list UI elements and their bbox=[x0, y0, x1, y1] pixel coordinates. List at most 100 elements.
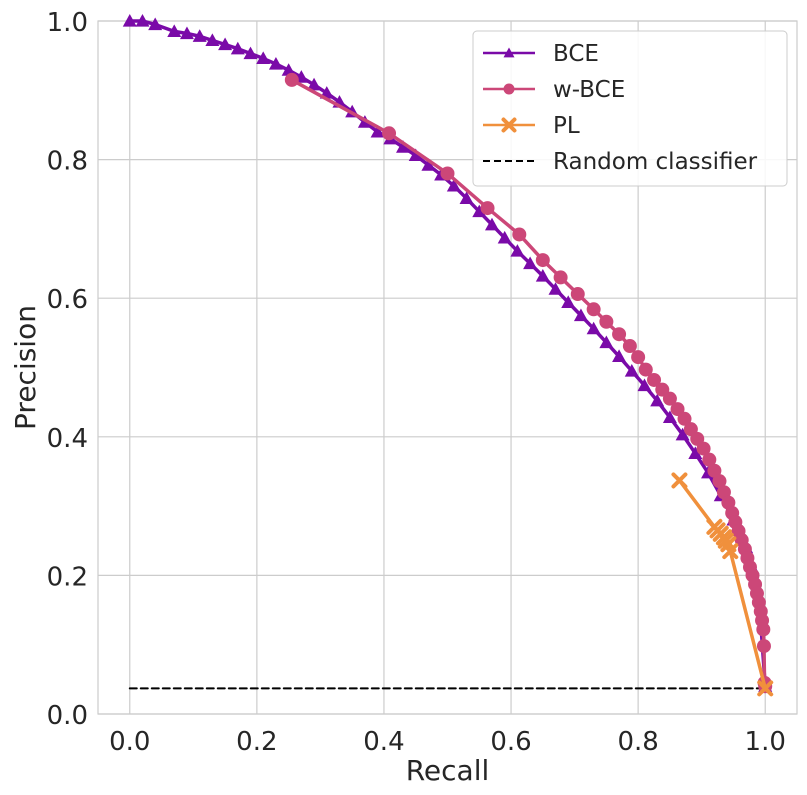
legend-label-pl: PL bbox=[553, 113, 580, 139]
series-pl bbox=[671, 472, 774, 697]
point-bce bbox=[370, 124, 385, 138]
point-bce bbox=[243, 46, 258, 60]
legend-item-bce: BCE bbox=[483, 41, 599, 67]
point-bce bbox=[408, 148, 423, 162]
point-bce bbox=[307, 77, 322, 91]
tick-labels: 0.0 0.2 0.4 0.6 0.8 1.0 0.0 0.2 0.4 0.6 0.8 1.0 bbox=[47, 8, 786, 757]
point-bce bbox=[650, 393, 665, 407]
line-bce bbox=[128, 19, 767, 689]
point-w-bce bbox=[712, 474, 727, 489]
legend-item-pl: PL bbox=[483, 113, 580, 139]
point-w-bce bbox=[612, 327, 627, 342]
point-w-bce bbox=[670, 402, 685, 417]
point-bce bbox=[446, 178, 461, 192]
legend-marker-bce bbox=[503, 47, 515, 58]
legend-marker-w-bce bbox=[503, 83, 515, 95]
point-w-bce bbox=[284, 72, 299, 87]
point-bce bbox=[268, 56, 283, 70]
point-bce bbox=[459, 191, 474, 205]
point-w-bce bbox=[570, 287, 585, 302]
x-tick-label: 0.2 bbox=[236, 727, 277, 757]
x-tick-label: 0.8 bbox=[617, 727, 658, 757]
point-bce bbox=[662, 410, 677, 423]
legend-item-w-bce: w-BCE bbox=[483, 77, 625, 103]
point-w-bce bbox=[586, 302, 601, 317]
point-w-bce bbox=[702, 452, 717, 467]
point-w-bce bbox=[647, 372, 662, 387]
point-pl bbox=[757, 680, 774, 697]
point-w-bce bbox=[638, 362, 653, 377]
point-w-bce bbox=[756, 622, 771, 637]
point-w-bce bbox=[599, 314, 614, 329]
x-axis-label: Recall bbox=[406, 754, 490, 787]
point-w-bce bbox=[696, 441, 711, 456]
y-tick-label: 0.4 bbox=[47, 424, 88, 454]
legend-label-w-bce: w-BCE bbox=[553, 77, 625, 103]
point-bce bbox=[148, 17, 163, 31]
point-w-bce bbox=[512, 227, 527, 242]
point-bce bbox=[472, 204, 487, 218]
point-w-bce bbox=[535, 253, 550, 268]
point-bce bbox=[586, 321, 601, 335]
point-pl bbox=[671, 472, 688, 489]
legend-label-random-classifier: Random classifier bbox=[553, 149, 758, 175]
point-bce bbox=[548, 282, 563, 295]
series-layer bbox=[122, 14, 774, 697]
point-bce bbox=[484, 217, 499, 231]
point-w-bce bbox=[756, 639, 771, 654]
point-bce bbox=[523, 256, 538, 270]
point-bce bbox=[561, 295, 576, 308]
point-w-bce bbox=[631, 350, 646, 365]
point-bce bbox=[535, 269, 550, 282]
legend-item-random-classifier: Random classifier bbox=[483, 149, 758, 175]
x-tick-label: 0.6 bbox=[490, 727, 531, 757]
point-bce bbox=[396, 140, 411, 153]
y-tick-label: 0.0 bbox=[47, 701, 88, 731]
point-bce bbox=[612, 349, 627, 363]
point-w-bce bbox=[440, 166, 455, 181]
x-tick-label: 1.0 bbox=[745, 727, 786, 757]
legend-box bbox=[472, 30, 788, 187]
point-w-bce bbox=[677, 411, 692, 426]
point-bce bbox=[230, 41, 245, 55]
x-tick-label: 0.0 bbox=[109, 727, 150, 757]
point-w-bce bbox=[382, 126, 397, 141]
point-bce bbox=[192, 29, 207, 42]
point-bce bbox=[179, 26, 194, 40]
point-bce bbox=[510, 244, 525, 257]
point-bce bbox=[497, 230, 512, 244]
point-bce bbox=[281, 63, 296, 76]
point-bce bbox=[122, 14, 137, 27]
y-tick-label: 0.2 bbox=[47, 562, 88, 592]
point-bce bbox=[599, 335, 614, 349]
plot-frame bbox=[97, 20, 798, 715]
point-w-bce bbox=[622, 339, 637, 354]
point-bce bbox=[688, 446, 703, 460]
point-bce bbox=[675, 427, 690, 441]
point-bce bbox=[637, 378, 652, 392]
point-bce bbox=[421, 158, 436, 171]
legend-marker-pl bbox=[501, 117, 517, 133]
point-bce bbox=[624, 363, 639, 377]
point-bce bbox=[573, 308, 588, 322]
y-tick-label: 1.0 bbox=[47, 8, 88, 38]
legend: BCE w-BCE PL Random classifier bbox=[472, 30, 788, 187]
point-w-bce bbox=[707, 463, 722, 478]
point-bce bbox=[205, 33, 220, 47]
legend-label-bce: BCE bbox=[553, 41, 599, 67]
legend-items: BCE w-BCE PL Random classifier bbox=[483, 41, 758, 175]
point-w-bce bbox=[553, 270, 568, 285]
point-w-bce bbox=[480, 201, 495, 216]
point-bce bbox=[256, 51, 271, 65]
point-w-bce bbox=[662, 391, 677, 406]
x-tick-label: 0.4 bbox=[363, 727, 404, 757]
y-tick-label: 0.6 bbox=[47, 285, 88, 315]
point-bce bbox=[218, 37, 233, 51]
y-tick-label: 0.8 bbox=[47, 147, 88, 177]
point-bce bbox=[135, 14, 150, 27]
point-pl bbox=[722, 543, 739, 560]
series-bce bbox=[122, 14, 773, 692]
point-bce bbox=[167, 24, 182, 37]
y-axis-label: Precision bbox=[9, 305, 42, 430]
